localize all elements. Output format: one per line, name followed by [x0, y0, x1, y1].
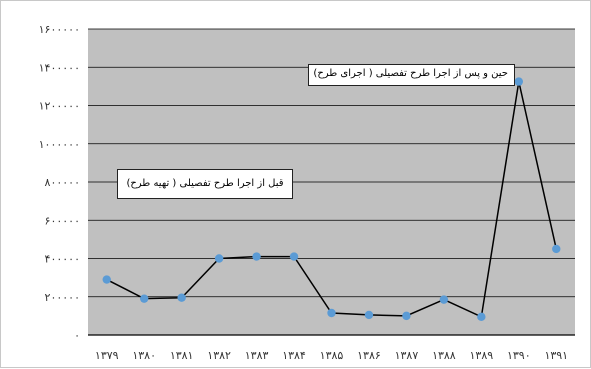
y-tick-label: ۱۴۰۰۰۰۰ [39, 61, 80, 74]
x-tick-label: ۱۳۸۰ [132, 349, 156, 362]
data-point [364, 310, 374, 320]
data-point [327, 308, 336, 318]
x-tick-label: ۱۳۹۰ [507, 349, 531, 362]
data-points [102, 77, 561, 322]
data-point [439, 295, 449, 304]
x-tick-label: ۱۳۸۵ [320, 349, 344, 362]
y-tick-label: ۱۰۰۰۰۰۰ [39, 138, 80, 151]
data-point [402, 311, 411, 321]
x-tick-label: ۱۳۸۸ [432, 349, 456, 362]
y-axis-ticks: ۰ ۲۰۰۰۰۰ ۴۰۰۰۰۰ ۶۰۰۰۰۰ ۸۰۰۰۰۰ ۱۰۰۰۰۰۰ ۱۲۰۰۰۰۰ ۱… [39, 23, 80, 342]
x-tick-label: ۱۳۸۹ [470, 349, 494, 362]
x-tick-label: ۱۳۸۷ [395, 349, 419, 362]
y-tick-label: ۶۰۰۰۰۰ [45, 214, 80, 227]
data-point [289, 252, 299, 261]
x-tick-label: ۱۳۹۱ [544, 349, 568, 362]
x-tick-label: ۱۳۷۹ [95, 349, 119, 362]
data-point [252, 252, 261, 261]
y-tick-label: ۸۰۰۰۰۰ [45, 176, 80, 189]
y-tick-label: ۰ [74, 329, 80, 342]
x-tick-label: ۱۳۸۶ [357, 349, 381, 362]
data-point [552, 244, 561, 254]
x-tick-label: ۱۳۸۴ [282, 349, 306, 362]
annotation-before-plan: قبل از اجرا طرح تفصیلی ( تهیه طرح) [117, 169, 293, 199]
x-tick-label: ۱۳۸۱ [170, 349, 194, 362]
y-tick-label: ۱۶۰۰۰۰۰ [39, 23, 80, 36]
data-point [514, 77, 524, 86]
x-tick-label: ۱۳۸۳ [245, 349, 269, 362]
x-tick-label: ۱۳۸۲ [207, 349, 231, 362]
data-point [102, 275, 111, 284]
data-point [214, 254, 224, 263]
y-tick-label: ۲۰۰۰۰۰ [45, 291, 80, 304]
data-point [477, 312, 486, 322]
gridlines [88, 28, 575, 336]
annotation-during-after-plan: حین و پس از اجرا طرح تفصیلی ( اجرای طرح) [308, 64, 515, 86]
y-tick-label: ۴۰۰۰۰۰ [45, 253, 80, 266]
x-axis-ticks: ۱۳۷۹ ۱۳۸۰ ۱۳۸۱ ۱۳۸۲ ۱۳۸۳ ۱۳۸۴ ۱۳۸۵ ۱۳۸۶ ۱۳۸۷ ۱۳۸۸… [95, 349, 568, 362]
data-point [139, 294, 149, 303]
y-tick-label: ۱۲۰۰۰۰۰ [39, 100, 80, 113]
data-point [177, 293, 186, 302]
